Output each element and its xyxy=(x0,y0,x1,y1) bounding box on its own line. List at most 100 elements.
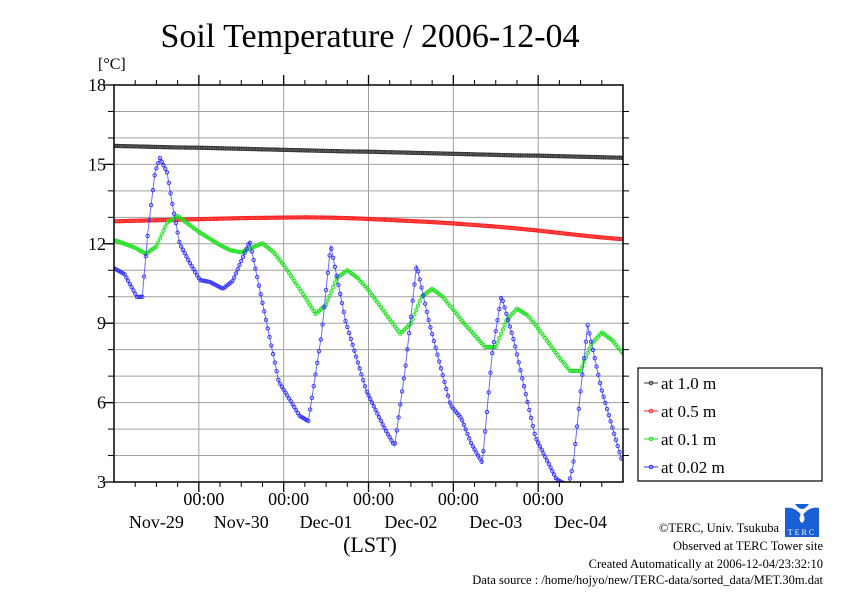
data-point xyxy=(156,161,161,166)
data-point xyxy=(375,411,380,416)
legend-item: at 0.02 m xyxy=(644,458,725,477)
data-point xyxy=(502,322,507,328)
data-point xyxy=(272,360,277,365)
data-point xyxy=(463,427,468,432)
data-point xyxy=(509,330,514,335)
data-point xyxy=(497,336,502,341)
data-point xyxy=(233,271,239,276)
data-point xyxy=(325,298,331,303)
data-point xyxy=(412,282,417,287)
data-point xyxy=(373,407,378,412)
data-point xyxy=(346,330,352,336)
x-tick-label: 00:00 xyxy=(268,489,309,509)
legend-marker xyxy=(648,380,654,386)
data-point xyxy=(580,372,585,377)
data-point xyxy=(408,314,414,320)
data-point xyxy=(583,339,589,344)
data-point xyxy=(479,459,484,464)
data-point xyxy=(152,173,157,178)
data-point xyxy=(594,364,599,369)
data-point xyxy=(399,389,405,394)
data-point xyxy=(543,454,548,460)
data-point xyxy=(551,472,557,477)
series-at-0-02-m xyxy=(114,155,623,487)
svg-text:TERC: TERC xyxy=(788,528,816,537)
y-tick-label: 18 xyxy=(88,75,106,95)
data-point xyxy=(366,393,371,398)
x-tick-label: 00:00 xyxy=(438,489,479,509)
data-point xyxy=(270,351,276,357)
data-point xyxy=(147,217,152,223)
data-point xyxy=(329,289,334,294)
data-point xyxy=(438,366,444,371)
x-date-label: Nov-29 xyxy=(129,512,184,532)
observed-text: Observed at TERC Tower site xyxy=(673,539,823,553)
data-point xyxy=(237,262,242,268)
data-point xyxy=(592,356,597,361)
data-point xyxy=(313,372,318,377)
data-point xyxy=(544,458,550,463)
data-point xyxy=(445,393,451,398)
data-point xyxy=(125,278,131,283)
data-point xyxy=(380,422,385,427)
data-point xyxy=(491,339,497,345)
data-point xyxy=(249,249,255,254)
data-point xyxy=(474,450,479,455)
x-tick-label: 00:00 xyxy=(353,489,394,509)
data-point xyxy=(417,298,422,304)
data-point xyxy=(518,368,523,373)
data-point xyxy=(569,468,574,474)
data-point xyxy=(256,283,262,288)
data-point xyxy=(332,264,338,269)
data-point xyxy=(391,441,396,446)
legend: at 1.0 m at 0.5 m at 0.1 m at 0.02 m xyxy=(637,367,823,482)
data-point xyxy=(359,372,364,377)
data-point xyxy=(460,418,465,423)
data-point xyxy=(467,436,472,441)
data-point xyxy=(587,331,592,336)
data-point xyxy=(161,228,166,233)
data-point xyxy=(156,240,161,245)
data-point xyxy=(329,246,334,251)
data-point xyxy=(315,360,320,365)
legend-marker xyxy=(648,408,654,414)
data-point xyxy=(345,324,350,330)
data-point xyxy=(343,318,348,324)
data-point xyxy=(497,306,502,312)
data-point xyxy=(500,298,505,304)
data-point xyxy=(308,407,313,412)
data-point xyxy=(274,369,279,374)
data-point xyxy=(251,257,256,263)
data-point xyxy=(159,159,164,164)
data-point xyxy=(331,284,336,290)
data-point xyxy=(362,384,368,389)
data-point xyxy=(260,300,265,305)
data-point xyxy=(170,201,175,207)
data-point xyxy=(541,451,546,456)
data-point xyxy=(613,437,619,443)
data-point xyxy=(127,281,133,287)
data-point xyxy=(154,244,159,249)
data-point xyxy=(422,301,428,306)
data-point xyxy=(242,250,247,255)
data-point xyxy=(617,450,622,455)
data-point xyxy=(320,322,325,327)
data-point xyxy=(472,447,477,452)
data-point xyxy=(398,402,403,407)
data-point xyxy=(332,280,338,285)
data-point xyxy=(364,389,369,394)
data-point xyxy=(567,484,570,487)
data-point xyxy=(382,425,387,431)
data-point xyxy=(414,266,419,271)
data-point xyxy=(161,163,166,168)
x-tick-label: 00:00 xyxy=(183,489,224,509)
series-at-0-1-m xyxy=(114,213,623,373)
data-point xyxy=(140,294,145,299)
data-point xyxy=(505,317,511,323)
legend-box xyxy=(637,367,823,482)
data-point xyxy=(177,239,182,245)
data-point xyxy=(567,476,573,481)
data-point xyxy=(442,379,447,385)
x-date-label: Dec-04 xyxy=(554,512,607,532)
data-point xyxy=(269,343,274,348)
